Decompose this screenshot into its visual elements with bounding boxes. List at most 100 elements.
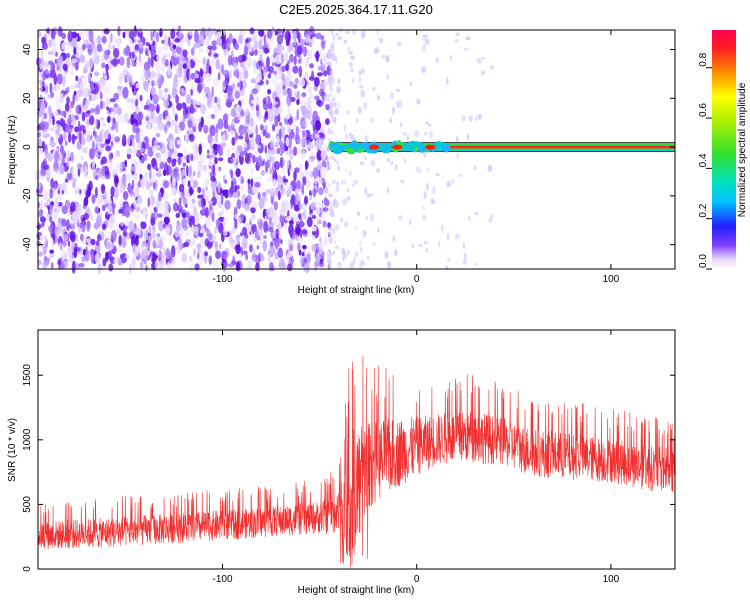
spectrogram-cell — [299, 255, 304, 265]
spectrogram-cell — [214, 240, 218, 250]
spectrogram-cell — [233, 70, 240, 78]
spectrogram-cell — [461, 114, 466, 122]
spectrogram-cell — [59, 263, 66, 270]
spectrogram-cell — [198, 256, 203, 265]
spectrogram-cell — [208, 203, 213, 212]
spectrogram-cell — [230, 180, 234, 189]
spectrogram-cell — [323, 70, 328, 77]
spectrogram-cell — [318, 241, 324, 250]
spectrogram-cell — [161, 61, 165, 72]
spectrogram-cell — [106, 199, 113, 208]
spectrogram-cell — [266, 56, 270, 68]
spectrogram-cell — [101, 165, 106, 177]
spectrogram-cell — [242, 226, 248, 236]
spectrogram-cell — [258, 221, 263, 230]
spectrogram-cell — [126, 74, 133, 83]
spectrogram-cell — [257, 155, 263, 168]
spectrogram-cell — [148, 44, 152, 52]
spectrogram-cell — [260, 254, 264, 262]
spectrogram-cell — [71, 133, 76, 145]
spectrogram-cell — [209, 143, 214, 150]
spectrogram-cell — [158, 154, 163, 164]
spectrogram-cell — [172, 103, 175, 113]
spectrogram-cell — [345, 134, 348, 139]
spectrogram-cell — [455, 32, 460, 36]
spectrogram-cell — [400, 122, 403, 128]
spectrogram-cell — [316, 216, 319, 225]
spectrogram-cell — [121, 69, 126, 80]
spectrogram-cell — [154, 126, 158, 132]
spectrogram-cell — [113, 92, 120, 100]
spectrogram-cell — [114, 175, 119, 185]
spectrogram-cell — [264, 144, 268, 154]
spectrogram-cell — [70, 85, 76, 90]
spectrogram-cell — [363, 155, 367, 161]
spectrogram-cell — [277, 247, 283, 259]
spectrogram-cell — [378, 37, 384, 44]
spectrogram-cell — [265, 124, 268, 130]
spectrogram-cell — [236, 145, 243, 153]
spectrogram-cell — [93, 45, 98, 55]
spectrogram-cell — [400, 179, 405, 184]
spectrogram-cell — [43, 60, 50, 69]
spectrogram-cell — [282, 28, 285, 33]
spectrogram-cell — [324, 94, 329, 103]
spectrogram-cell — [265, 208, 271, 215]
spectrogram-cell — [347, 46, 350, 51]
spectrogram-cell — [262, 129, 266, 137]
spectrogram-cell — [79, 54, 86, 64]
spectrogram-cell — [268, 246, 276, 257]
spectrogram-cell — [280, 156, 283, 169]
spectrogram-cell — [187, 153, 191, 161]
spectrogram-cell — [298, 221, 305, 228]
spectrogram-cell — [140, 102, 145, 110]
spectrogram-cell — [206, 228, 211, 238]
spectrogram-cell — [156, 46, 163, 55]
spectrogram-cell — [321, 99, 325, 106]
spectrogram-y-label: Frequency (Hz) — [7, 116, 18, 185]
spectrogram-cell — [62, 40, 69, 48]
spectrogram-cell — [300, 137, 307, 148]
spectrogram-cell — [58, 242, 63, 248]
spectrogram-cell — [86, 220, 90, 232]
colorbar: 0.0 0.2 0.4 0.6 0.8 Normalized spectral ampl… — [698, 30, 748, 270]
spectrogram-cell — [309, 84, 312, 95]
spectrogram-cell — [122, 225, 128, 231]
spectrogram-cell — [263, 220, 269, 233]
spectrogram-cell — [257, 49, 265, 56]
spectrogram-cell — [304, 160, 308, 171]
spectrogram-cell — [53, 168, 59, 173]
spectrogram-cell — [422, 214, 427, 221]
spectrogram-cell — [320, 166, 327, 179]
spectrogram-cell — [179, 53, 184, 62]
spectrogram-cell — [80, 154, 84, 161]
spectrogram-cell — [103, 28, 110, 35]
spectrogram-cell — [118, 56, 125, 66]
colorbar-tick-label: 0.0 — [698, 254, 709, 268]
spectrogram-cell — [145, 264, 149, 272]
spectrogram-cell — [198, 143, 202, 155]
spectrogram-cell — [269, 140, 273, 149]
spectrogram-cell — [222, 79, 228, 87]
spectrogram-cell — [182, 151, 187, 163]
spectrogram-cell — [39, 216, 47, 223]
spectrogram-cell — [234, 90, 241, 99]
spectrogram-cell — [145, 142, 149, 150]
spectrogram-cell — [254, 229, 259, 239]
spectrogram-cell — [164, 33, 168, 45]
spectrogram-cell — [66, 148, 70, 160]
spectrogram-cell — [429, 130, 433, 139]
spectrogram-cell — [44, 257, 50, 266]
spectrogram-panel: -100 0 100 -40 -20 0 20 40 Height of straight … — [7, 24, 676, 296]
spectrogram-cell — [251, 204, 258, 209]
spectrogram-cell — [102, 122, 107, 127]
spectrogram-cell — [161, 203, 168, 208]
spectrogram-cell — [254, 49, 258, 56]
spectrogram-cell — [144, 105, 148, 110]
spectrogram-cell — [303, 195, 309, 205]
spectrogram-cell — [241, 177, 245, 184]
spectrogram-cell — [278, 258, 285, 264]
spectrogram-cell — [214, 226, 217, 235]
spectrogram-cell — [302, 176, 307, 186]
spectrogram-cell — [131, 79, 135, 86]
